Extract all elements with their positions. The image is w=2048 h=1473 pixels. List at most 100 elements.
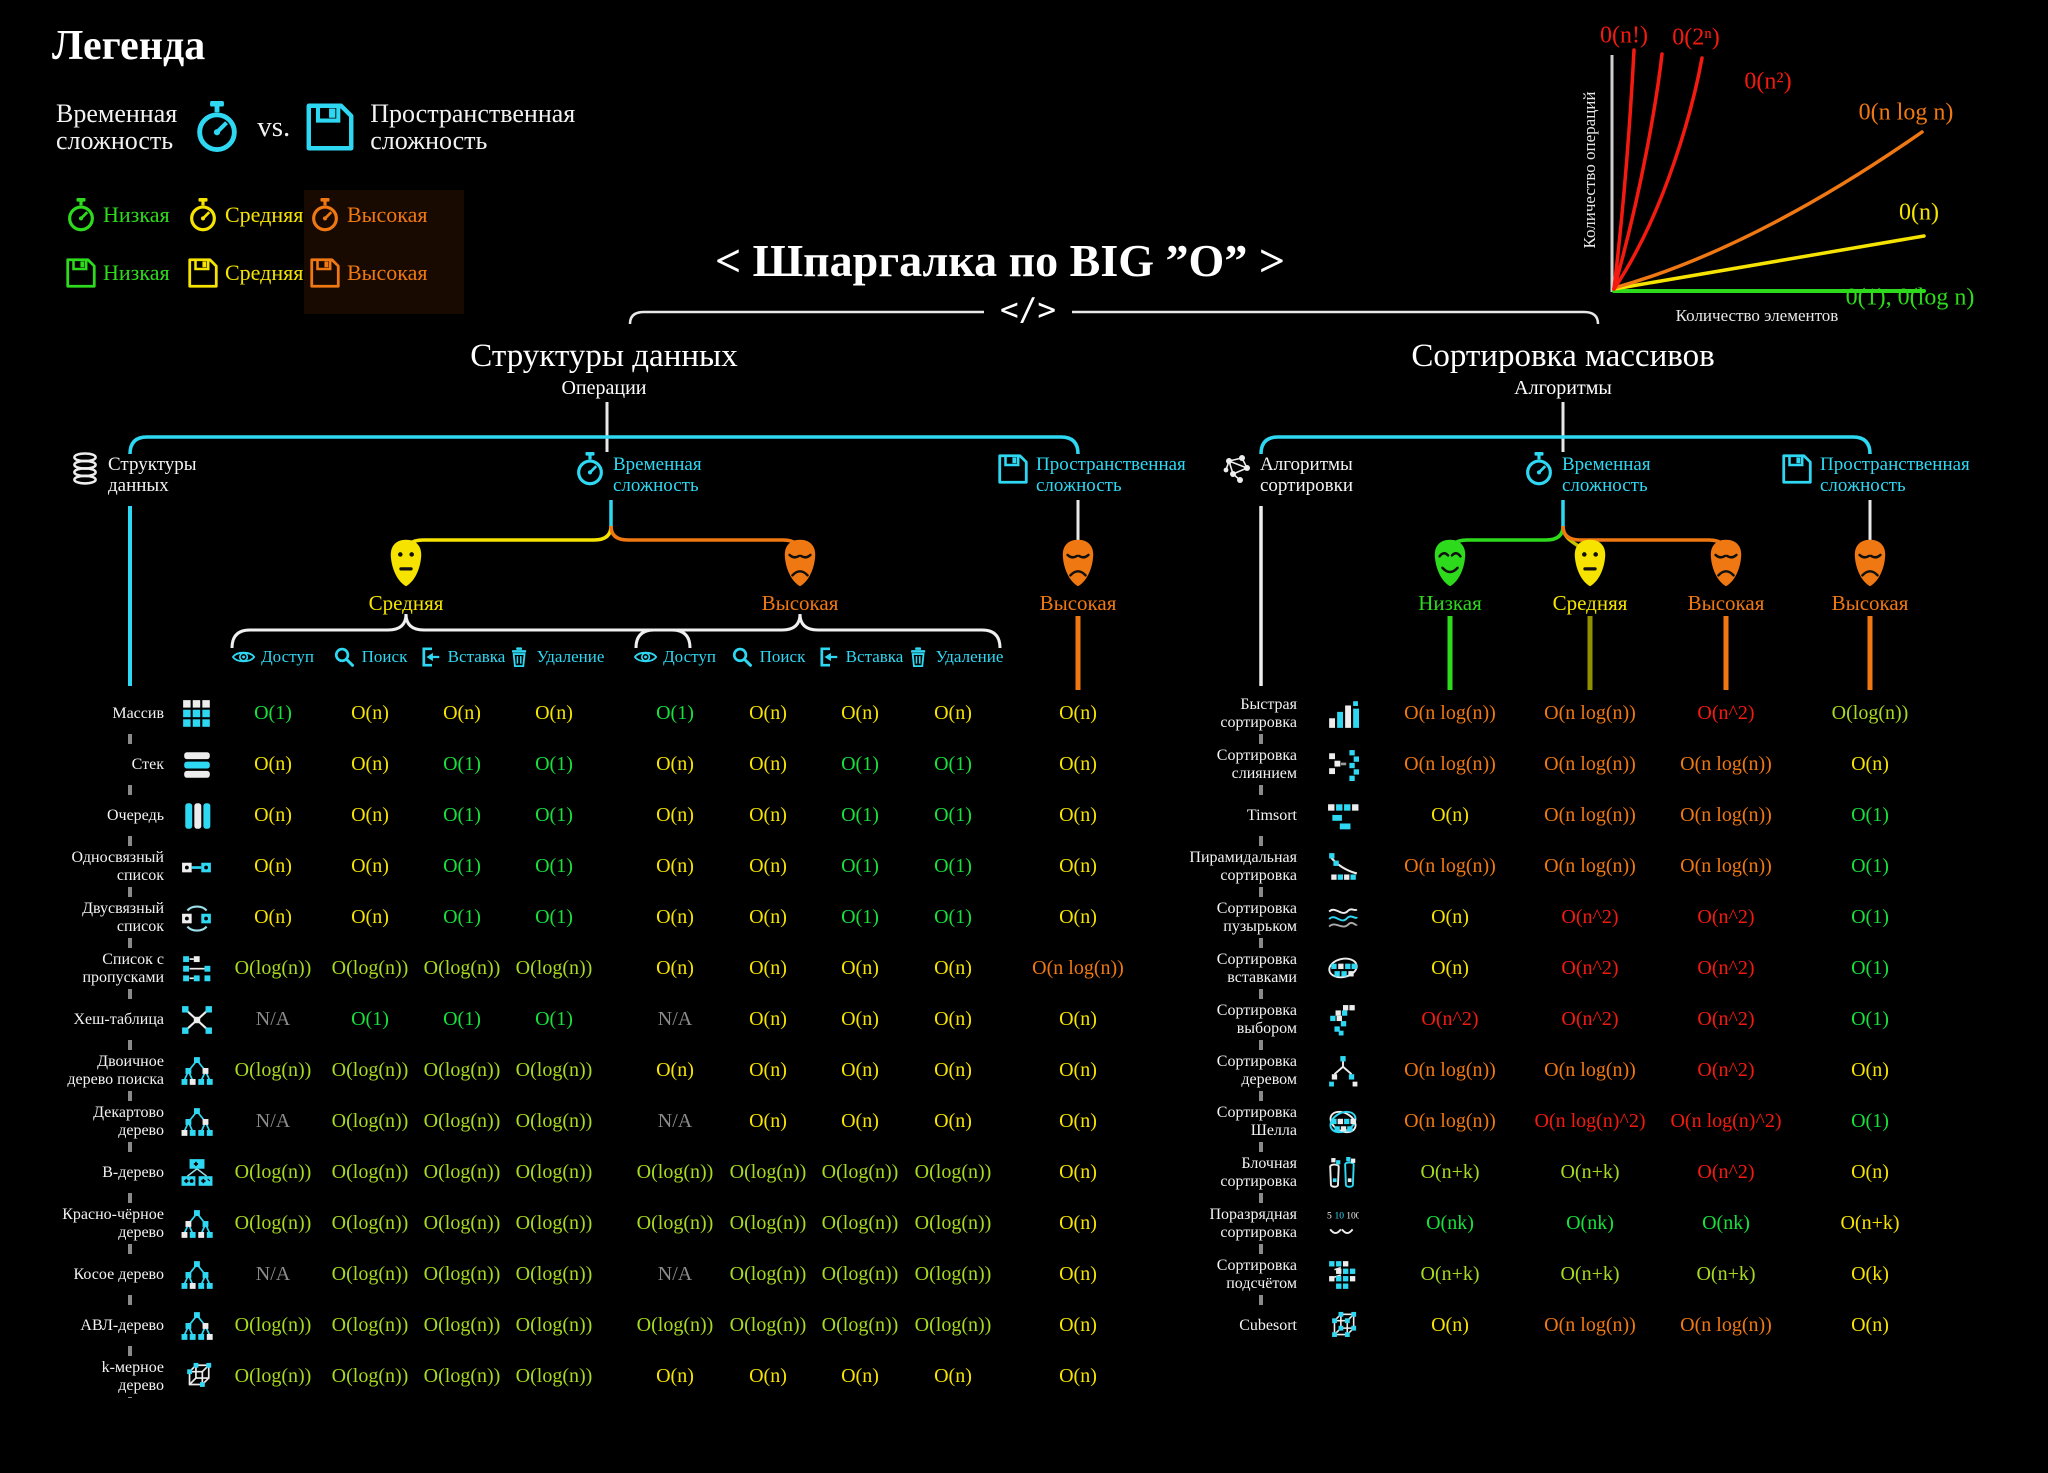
op-delete-worst: Удаление: [907, 647, 1003, 667]
counting-icon: [1305, 1259, 1380, 1291]
complexity-cell: O(n): [1431, 1314, 1469, 1336]
complexity-cell: O(1): [934, 855, 972, 877]
level-label: Высокая: [347, 202, 428, 227]
sorting-algorithms-table: Быстрая сортировка O(n log(n)) O(n log(n))…: [1100, 688, 1948, 1351]
column-gap: [600, 815, 628, 816]
complexity-cell: O(log(n)): [914, 1314, 992, 1336]
column-gap: [1000, 815, 1016, 816]
node-space-complexity-right: Пространственная сложность: [1782, 452, 1970, 497]
complexity-cell: O(n^2): [1561, 1008, 1619, 1030]
op-label: Поиск: [759, 647, 806, 666]
dll-icon: [172, 902, 222, 934]
node-space-complexity-left: Пространственная сложность: [998, 452, 1186, 497]
op-label: Вставка: [845, 647, 904, 666]
column-gap: [1000, 1223, 1016, 1224]
stopwatch-icon: [193, 101, 241, 153]
legend-time-label: Временная сложность: [56, 99, 178, 156]
mask-low: Низкая: [1380, 538, 1520, 616]
complexity-cell: O(1): [443, 804, 481, 826]
complexity-cell: O(log(n)): [515, 1212, 593, 1234]
table-row: Красно-чёрное дерево O(log(n)) O(log(n)) O(…: [20, 1198, 1140, 1249]
op-search-worst: Поиск: [731, 647, 806, 667]
op-label: Доступ: [261, 647, 314, 666]
search-icon: [333, 647, 356, 667]
op-insert-worst: Вставка: [817, 647, 904, 667]
complexity-cell: O(1): [841, 804, 879, 826]
complexity-cell: O(n log(n)): [1404, 855, 1496, 877]
complexity-cell: O(log(n)): [423, 1212, 501, 1234]
complexity-cell: O(n log(n)): [1544, 702, 1636, 724]
complexity-cell: O(n): [841, 1110, 879, 1132]
mask-medium: Средняя: [1520, 538, 1660, 616]
row-label: Односвязный список: [71, 848, 164, 884]
complexity-cell: O(n): [535, 702, 573, 724]
row-label: k-мерное дерево: [101, 1358, 164, 1394]
svg-text:10: 10: [1334, 1210, 1344, 1221]
column-gap: [600, 917, 628, 918]
mask-label: Высокая: [761, 591, 839, 615]
mask-label: Высокая: [1831, 591, 1909, 615]
curve-label-2-pow-n: 0(2ⁿ): [1672, 24, 1720, 51]
bucket-icon: [1305, 1156, 1380, 1189]
complexity-cell: O(log(n)): [331, 1212, 409, 1234]
complexity-cell: O(n): [656, 906, 694, 928]
complexity-cell: O(log(n)): [331, 1059, 409, 1081]
row-label: Двусвязный список: [82, 899, 164, 935]
complexity-cell: O(log(n)): [423, 957, 501, 979]
happy-mask-icon: [1431, 538, 1469, 588]
table-row: Cubesort O(n) O(n log(n)) O(n log(n)) O(n): [1100, 1300, 1948, 1351]
complexity-cell: O(log(n)): [729, 1161, 807, 1183]
row-label: Массив: [112, 704, 164, 722]
complexity-cell: O(log(n)): [234, 1161, 312, 1183]
table-row: Очередь O(n) O(n) O(1) O(1) O(n) O(n) O(1) O(1) O…: [20, 790, 1140, 841]
complexity-cell: O(log(n)): [331, 1263, 409, 1285]
complexity-cell: O(n): [1059, 1059, 1097, 1081]
section-title: Сортировка массивов: [1411, 338, 1715, 374]
complexity-cell: O(log(n)): [515, 1161, 593, 1183]
complexity-cell: O(n): [934, 1365, 972, 1387]
chart-xlabel: Количество элементов: [1675, 306, 1839, 325]
queue-icon: [172, 800, 222, 832]
complexity-cell: O(n+k): [1696, 1263, 1756, 1285]
complexity-cell: O(n): [351, 855, 389, 877]
node-data-structures: Структуры данных: [70, 452, 197, 497]
complexity-cell: N/A: [657, 1263, 693, 1285]
table-row: АВЛ-дерево O(log(n)) O(log(n)) O(log(n)) O(l…: [20, 1300, 1140, 1351]
complexity-cell: O(n): [749, 1059, 787, 1081]
row-label: Косое дерево: [73, 1265, 164, 1283]
complexity-cell: O(n log(n)): [1680, 1314, 1772, 1336]
complexity-cell: O(log(n)): [234, 957, 312, 979]
table-row: Декартово дерево N/A O(log(n)) O(log(n)) O(l…: [20, 1096, 1140, 1147]
section-title: Структуры данных: [470, 338, 738, 374]
complexity-cell: O(n): [656, 957, 694, 979]
complexity-cell: O(log(n)): [423, 1263, 501, 1285]
row-label: Быстрая сортировка: [1220, 695, 1297, 731]
column-gap: [600, 764, 628, 765]
table-row: Сортировка выбором O(n^2) O(n^2) O(n^2) O(1): [1100, 994, 1948, 1045]
table-row: Косое дерево N/A O(log(n)) O(log(n)) O(log(n…: [20, 1249, 1140, 1300]
complexity-cell: O(log(n)): [423, 1365, 501, 1387]
table-row: k-мерное дерево O(log(n)) O(log(n)) O(log(n…: [20, 1351, 1140, 1402]
complexity-cell: O(1): [1851, 804, 1889, 826]
legend-space-medium: Средняя: [188, 256, 310, 290]
complexity-cell: O(n): [841, 1008, 879, 1030]
complexity-cell: O(log(n)): [636, 1212, 714, 1234]
rbtree-icon: [172, 1208, 222, 1240]
trash-icon: [907, 647, 930, 667]
complexity-cell: O(1): [656, 702, 694, 724]
mask-high: Высокая: [730, 538, 870, 616]
complexity-cell: O(log(n)): [729, 1212, 807, 1234]
complexity-cell: O(n): [934, 957, 972, 979]
row-label: Сортировка Шелла: [1216, 1103, 1297, 1139]
node-label: Временная сложность: [1562, 454, 1651, 497]
complexity-cell: O(n log(n)): [1544, 804, 1636, 826]
complexity-cell: O(log(n)): [515, 1110, 593, 1132]
complexity-cell: O(n+k): [1560, 1161, 1620, 1183]
stack-icon: [172, 749, 222, 781]
column-gap: [600, 1376, 628, 1377]
section-data-structures: Структуры данных Операции: [470, 338, 737, 400]
mask-label: Низкая: [1418, 591, 1482, 615]
cubesort-icon: [1305, 1310, 1380, 1342]
complexity-cell: O(n log(n)): [1544, 753, 1636, 775]
